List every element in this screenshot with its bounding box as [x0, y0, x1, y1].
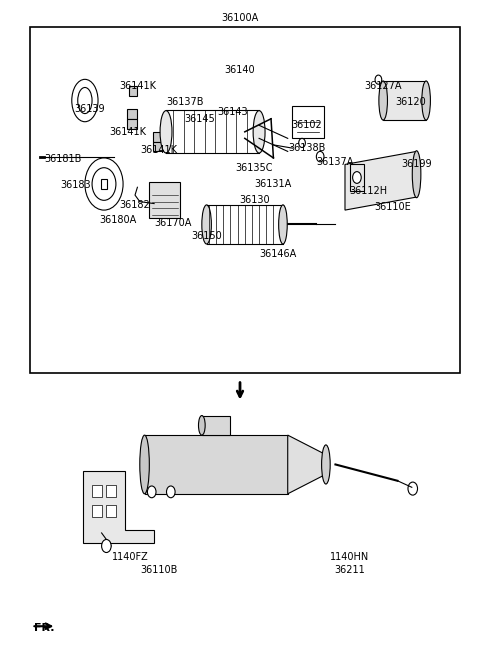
- Ellipse shape: [202, 205, 211, 244]
- Bar: [149, 182, 180, 218]
- Bar: [350, 164, 364, 191]
- Bar: [127, 119, 137, 128]
- Polygon shape: [345, 151, 417, 210]
- Ellipse shape: [322, 445, 330, 484]
- Text: 36182: 36182: [120, 200, 150, 210]
- Text: 36141K: 36141K: [119, 81, 156, 91]
- Ellipse shape: [253, 111, 265, 153]
- Text: FR.: FR.: [34, 622, 54, 633]
- Bar: [292, 105, 324, 138]
- Text: 36110E: 36110E: [374, 202, 411, 212]
- Text: 36110B: 36110B: [140, 565, 178, 575]
- Circle shape: [353, 172, 361, 183]
- Text: 36137B: 36137B: [167, 98, 204, 107]
- Text: 36102: 36102: [291, 121, 322, 130]
- Text: 36145: 36145: [184, 114, 215, 124]
- Polygon shape: [288, 435, 326, 494]
- Bar: [92, 485, 102, 497]
- Bar: [383, 81, 426, 120]
- Bar: [30, 28, 459, 373]
- Ellipse shape: [279, 205, 287, 244]
- Text: 36141K: 36141K: [109, 127, 146, 137]
- Text: 1140FZ: 1140FZ: [112, 552, 149, 562]
- Text: 36183: 36183: [60, 180, 91, 191]
- Text: 36150: 36150: [191, 231, 222, 241]
- Ellipse shape: [412, 151, 421, 198]
- Bar: [153, 132, 164, 141]
- Circle shape: [102, 540, 111, 553]
- Text: 36141K: 36141K: [140, 145, 178, 155]
- Text: 36140: 36140: [225, 65, 255, 75]
- Polygon shape: [83, 471, 154, 543]
- Text: 36139: 36139: [74, 104, 105, 114]
- Text: 36100A: 36100A: [221, 12, 259, 23]
- Bar: [202, 415, 230, 435]
- Ellipse shape: [160, 111, 172, 153]
- Text: 36170A: 36170A: [155, 218, 192, 228]
- Ellipse shape: [140, 435, 149, 494]
- Circle shape: [167, 486, 175, 498]
- Text: 1140HN: 1140HN: [330, 552, 370, 562]
- Bar: [101, 179, 108, 189]
- Text: 36211: 36211: [335, 565, 365, 575]
- Bar: [107, 485, 116, 497]
- Text: 36199: 36199: [401, 159, 432, 170]
- Bar: [107, 505, 116, 517]
- Text: 36127A: 36127A: [364, 81, 402, 91]
- Text: 36146A: 36146A: [260, 250, 297, 259]
- Text: 36138B: 36138B: [288, 143, 325, 153]
- Bar: [127, 109, 137, 119]
- Circle shape: [147, 486, 156, 498]
- Ellipse shape: [199, 415, 205, 435]
- Text: 36137A: 36137A: [317, 157, 354, 168]
- Text: 36120: 36120: [396, 98, 426, 107]
- Ellipse shape: [379, 81, 387, 120]
- Bar: [92, 505, 102, 517]
- Bar: [144, 435, 288, 494]
- Text: 36112H: 36112H: [350, 185, 388, 196]
- Text: 36181B: 36181B: [45, 154, 82, 164]
- Bar: [129, 86, 137, 96]
- Text: 36131A: 36131A: [255, 179, 292, 189]
- Bar: [153, 141, 164, 151]
- Text: 36143: 36143: [217, 107, 248, 117]
- Text: 36130: 36130: [239, 195, 270, 205]
- Ellipse shape: [422, 81, 431, 120]
- Text: 36180A: 36180A: [100, 215, 137, 225]
- Text: 36135C: 36135C: [236, 162, 273, 173]
